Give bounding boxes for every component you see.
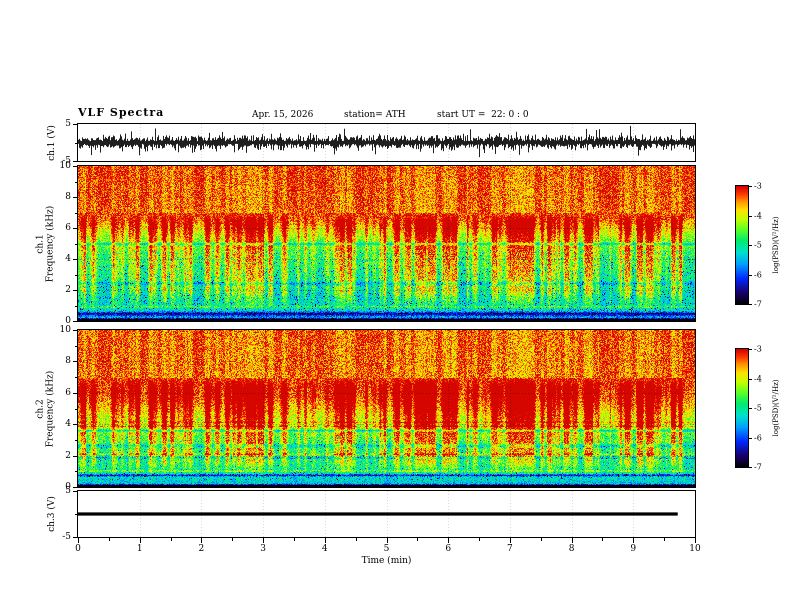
y-tick-label: 4 xyxy=(65,253,71,264)
x-tick-label: 7 xyxy=(507,544,513,554)
plot-title: VLF Spectra xyxy=(78,106,165,119)
y-axis-title: ch.1 Frequency (kHz) xyxy=(35,205,56,282)
x-tick-label: 4 xyxy=(321,544,328,554)
y-tick-label: 5 xyxy=(65,118,71,129)
x-tick-label: 10 xyxy=(689,544,701,554)
x-axis-title: Time (min) xyxy=(361,556,412,566)
y-axis-title: ch.1 (V) xyxy=(46,124,57,161)
colorbar-title: log(PSD)(V²/Hz) xyxy=(771,216,780,274)
plot-date: Apr. 15, 2026 xyxy=(252,110,314,120)
y-tick-label: -5 xyxy=(62,155,71,166)
y-tick-label: 10 xyxy=(59,324,71,335)
x-tick-label: 9 xyxy=(630,544,637,554)
colorbar-title: log(PSD)(V²/Hz) xyxy=(771,379,780,437)
y-tick-label: 6 xyxy=(65,387,71,398)
x-tick-label: 6 xyxy=(445,544,452,554)
x-tick-label: 8 xyxy=(568,544,575,554)
plot-start-ut: start UT = 22: 0 : 0 xyxy=(437,110,529,120)
y-tick-label: 2 xyxy=(65,284,71,295)
y-tick-label: 0 xyxy=(65,481,71,492)
colorbar-tick-label: -5 xyxy=(754,403,762,413)
y-tick-label: 0 xyxy=(65,315,71,326)
colorbar-tick-label: -7 xyxy=(754,299,762,309)
y-tick-label: 5 xyxy=(65,485,71,496)
ch2-spectrogram-canvas xyxy=(78,330,695,487)
y-axis-title: ch.2 Frequency (kHz) xyxy=(35,370,56,447)
colorbar-tick-label: -6 xyxy=(754,269,762,279)
ch1-spectrogram-canvas xyxy=(78,166,695,321)
y-tick-label: 8 xyxy=(65,356,71,367)
y-axis-title: ch.3 (V) xyxy=(46,496,57,532)
y-tick-label: 2 xyxy=(65,450,71,461)
x-tick-label: 0 xyxy=(75,544,81,554)
x-tick-label: 3 xyxy=(260,544,266,554)
ch1-waveform-canvas xyxy=(78,124,695,161)
x-tick-label: 2 xyxy=(198,544,205,554)
y-tick-label: -5 xyxy=(62,531,71,542)
ch1-colorbar-canvas xyxy=(736,186,748,304)
colorbar-tick-label: -3 xyxy=(754,344,762,354)
y-tick-label: 8 xyxy=(65,191,71,202)
y-tick-label: 10 xyxy=(59,160,71,171)
colorbar-tick-label: -7 xyxy=(754,462,762,472)
ch3-waveform-canvas xyxy=(78,491,695,537)
colorbar-tick-label: -6 xyxy=(754,432,762,442)
colorbar-tick-label: -4 xyxy=(754,373,762,383)
ch2-colorbar-canvas xyxy=(736,349,748,467)
y-tick-label: 6 xyxy=(65,222,71,233)
plot-station: station= ATH xyxy=(344,110,406,120)
colorbar-tick-label: -5 xyxy=(754,240,762,250)
x-tick-label: 1 xyxy=(136,544,143,554)
colorbar-tick-label: -3 xyxy=(754,181,762,191)
x-tick-label: 5 xyxy=(383,544,390,554)
colorbar-tick-label: -4 xyxy=(754,210,762,220)
y-tick-label: 4 xyxy=(65,419,71,430)
